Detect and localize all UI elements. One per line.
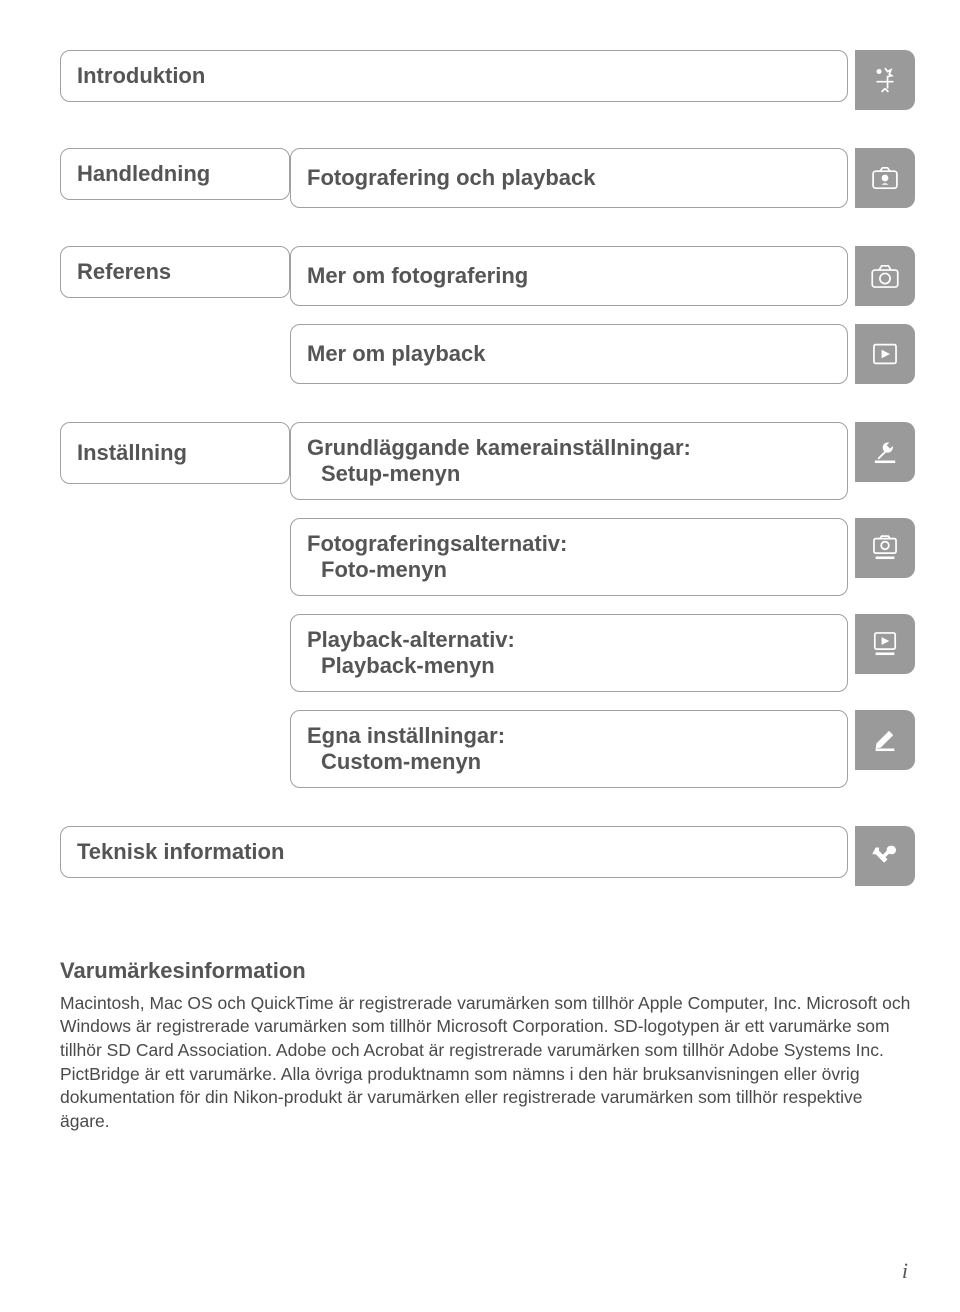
- settings-item-2-line2: Playback-menyn: [307, 653, 831, 679]
- intro-box[interactable]: Introduktion: [60, 50, 848, 102]
- ref-item-1-label: Mer om playback: [307, 341, 831, 367]
- section-settings-row-4: Egna inställningar: Custom-menyn: [60, 710, 915, 788]
- section-tech-row: Teknisk information: [60, 826, 915, 886]
- camera-person-icon: [855, 148, 915, 208]
- section-intro-row: Introduktion: [60, 50, 915, 110]
- settings-item-3-line2: Custom-menyn: [307, 749, 831, 775]
- ref-item-0-box[interactable]: Mer om fotografering: [290, 246, 848, 306]
- settings-left-box[interactable]: Inställning: [60, 422, 290, 484]
- section-guide-row: Handledning Fotografering och playback: [60, 148, 915, 208]
- settings-item-0-line2: Setup-menyn: [307, 461, 831, 487]
- wrench-icon: [855, 422, 915, 482]
- camera-menu-icon: [855, 518, 915, 578]
- weathervane-icon: [855, 50, 915, 110]
- section-settings-row-1: Inställning Grundläggande kamerainställn…: [60, 422, 915, 500]
- pencil-menu-icon: [855, 710, 915, 770]
- ref-item-1-box[interactable]: Mer om playback: [290, 324, 848, 384]
- section-ref-row-1: Referens Mer om fotografering: [60, 246, 915, 306]
- settings-left-label: Inställning: [77, 440, 273, 466]
- settings-item-2-box[interactable]: Playback-alternativ: Playback-menyn: [290, 614, 848, 692]
- section-settings-row-2: Fotograferingsalternativ: Foto-menyn: [60, 518, 915, 596]
- page-number: i: [902, 1258, 908, 1284]
- trademark-heading: Varumärkesinformation: [60, 956, 915, 986]
- settings-item-1-line1: Fotograferingsalternativ:: [307, 531, 831, 557]
- settings-item-3-box[interactable]: Egna inställningar: Custom-menyn: [290, 710, 848, 788]
- settings-item-1-line2: Foto-menyn: [307, 557, 831, 583]
- section-settings-row-3: Playback-alternativ: Playback-menyn: [60, 614, 915, 692]
- tools-icon: [855, 826, 915, 886]
- play-frame-icon: [855, 324, 915, 384]
- settings-item-1-box[interactable]: Fotograferingsalternativ: Foto-menyn: [290, 518, 848, 596]
- ref-item-0-label: Mer om fotografering: [307, 263, 831, 289]
- manual-contents-page: Introduktion Handledning Fotografering o…: [0, 0, 960, 1312]
- trademark-section: Varumärkesinformation Macintosh, Mac OS …: [60, 956, 915, 1133]
- tech-box[interactable]: Teknisk information: [60, 826, 848, 878]
- intro-label: Introduktion: [77, 63, 831, 89]
- camera-icon: [855, 246, 915, 306]
- settings-item-0-line1: Grundläggande kamerainställningar:: [307, 435, 831, 461]
- guide-right-box[interactable]: Fotografering och playback: [290, 148, 848, 208]
- guide-right-label: Fotografering och playback: [307, 165, 831, 191]
- play-menu-icon: [855, 614, 915, 674]
- tech-label: Teknisk information: [77, 839, 831, 865]
- ref-left-label: Referens: [77, 259, 273, 285]
- ref-left-box[interactable]: Referens: [60, 246, 290, 298]
- settings-item-2-line1: Playback-alternativ:: [307, 627, 831, 653]
- trademark-body: Macintosh, Mac OS och QuickTime är regis…: [60, 992, 915, 1134]
- settings-item-0-box[interactable]: Grundläggande kamerainställningar: Setup…: [290, 422, 848, 500]
- guide-left-box[interactable]: Handledning: [60, 148, 290, 200]
- settings-item-3-line1: Egna inställningar:: [307, 723, 831, 749]
- section-ref-row-2: Mer om playback: [60, 324, 915, 384]
- guide-left-label: Handledning: [77, 161, 273, 187]
